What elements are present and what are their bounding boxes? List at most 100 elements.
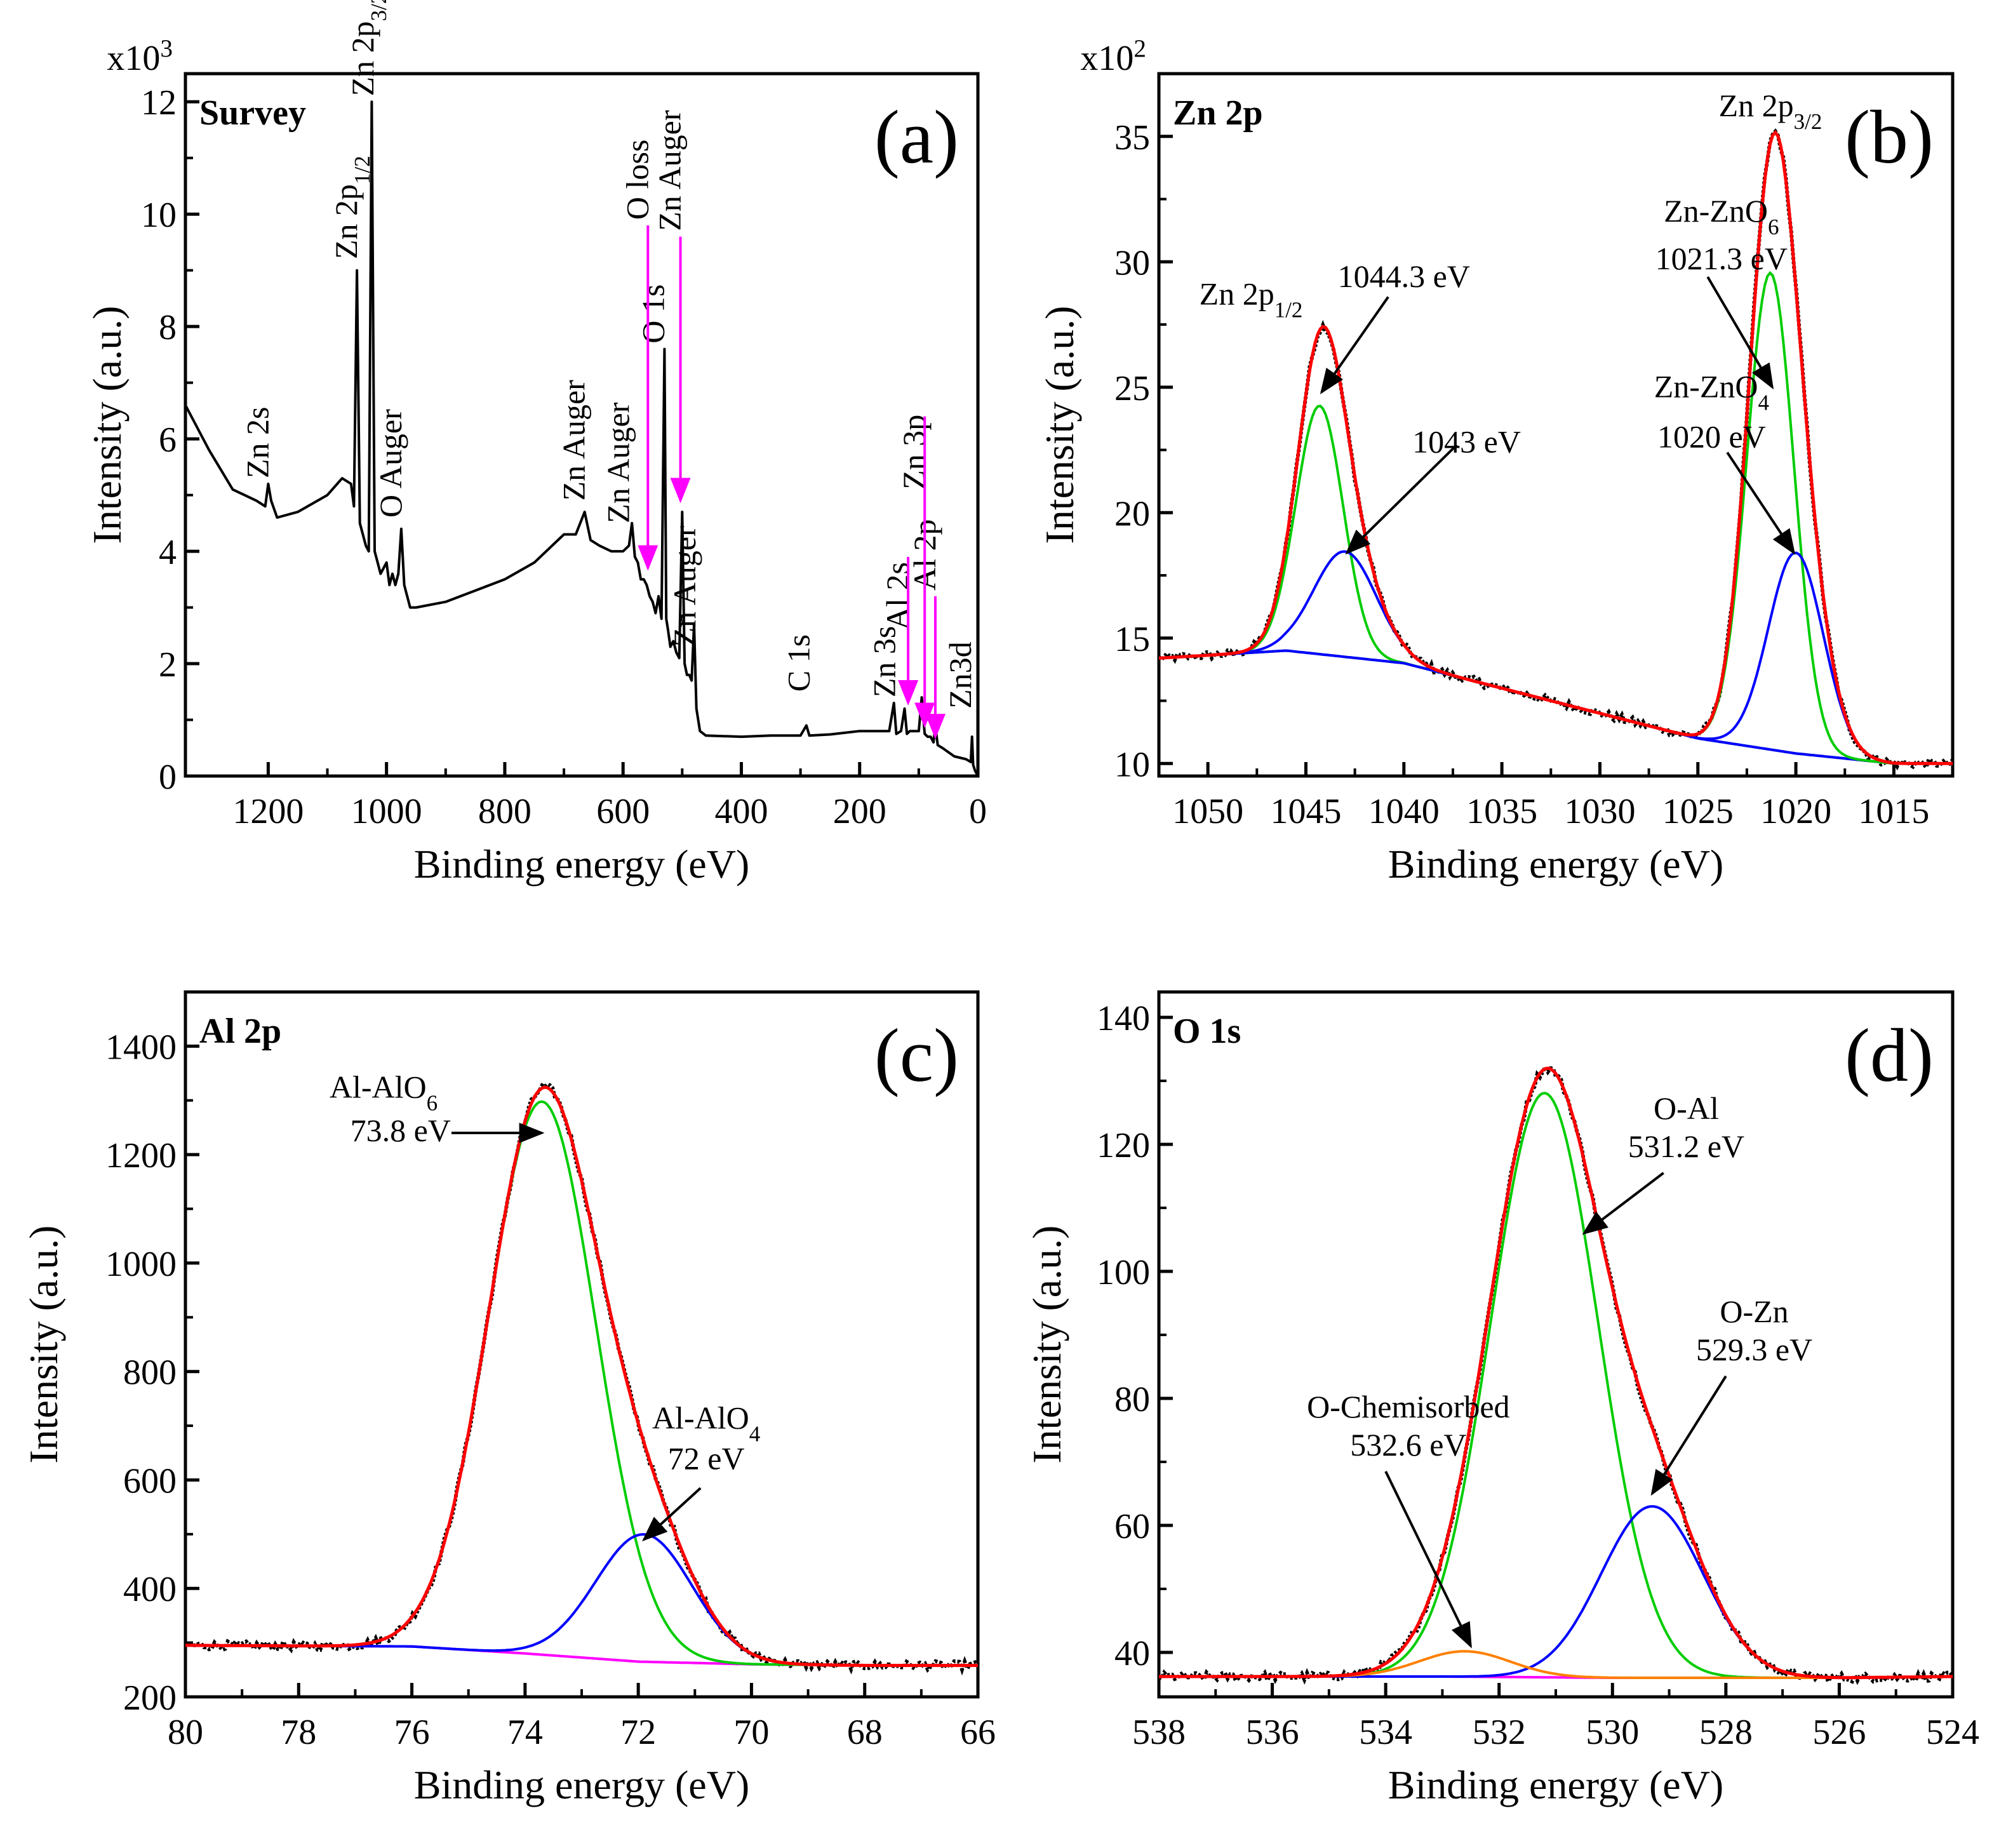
x-tick-label: 76 — [394, 1713, 430, 1752]
y-tick-label: 140 — [1097, 999, 1150, 1038]
x-tick-label: 0 — [969, 792, 987, 831]
y-tick-label: 120 — [1097, 1126, 1150, 1165]
x-tick-label: 536 — [1246, 1713, 1299, 1752]
panel-title: O 1s — [1173, 1012, 1241, 1051]
peak-annotation: Zn Auger — [601, 402, 636, 523]
peak-annotation: O-Zn — [1720, 1294, 1788, 1329]
panel-title: Zn 2p — [1173, 93, 1263, 133]
peak-annotation: O 1s — [635, 285, 671, 344]
peak-annotation: Zn 2p3/2 — [345, 0, 391, 96]
peak-annotation: Al-AlO4 — [652, 1400, 760, 1446]
x-tick-label: 530 — [1586, 1713, 1639, 1752]
envelope-fit-line — [1158, 130, 1953, 765]
peak-annotation: Zn Auger — [652, 110, 688, 231]
y-tick-label: 20 — [1114, 494, 1150, 533]
plot-area — [184, 1081, 979, 1676]
y-tick-label: 35 — [1114, 118, 1150, 157]
y-tick-label: 40 — [1114, 1634, 1150, 1673]
peak-annotation: O-Chemisorbed — [1307, 1389, 1509, 1424]
annotation-arrow — [1582, 1172, 1664, 1235]
y-tick-label: 30 — [1114, 243, 1150, 283]
panel-letter: (b) — [1845, 95, 1934, 179]
y-axis-title: Intensity (a.u.) — [84, 306, 130, 544]
y-tick-label: 0 — [159, 758, 177, 797]
panel-letter: (d) — [1845, 1013, 1934, 1097]
x-tick-label: 600 — [596, 792, 650, 831]
y-tick-label: 100 — [1097, 1253, 1150, 1292]
y-tick-label: 15 — [1114, 620, 1150, 659]
x-tick-label: 80 — [168, 1713, 203, 1752]
x-tick-label: 528 — [1699, 1713, 1753, 1752]
panel-title: Al 2p — [199, 1012, 281, 1051]
x-tick-label: 1020 — [1760, 792, 1831, 831]
raw-data-line — [184, 1081, 979, 1676]
y-tick-label: 200 — [123, 1678, 177, 1718]
panel-c: 80 78 76 74 72 70 68 66 200 400 600 800 1000 1200 1400… — [21, 990, 996, 1807]
peak-annotation: Zn 3p — [896, 415, 932, 490]
peak-annotation: Zn 2p1/2 — [328, 156, 375, 259]
y-multiplier: x103 — [107, 35, 173, 79]
panel-b: 1050 1045 1040 1035 1030 1025 1020 101510152025… — [1037, 35, 1955, 887]
y-tick-label: 400 — [123, 1570, 177, 1609]
y-axis-title: Intensity (a.u.) — [1024, 1226, 1069, 1464]
peak-annotation: O loss — [619, 140, 655, 220]
x-tick-label: 74 — [507, 1713, 543, 1752]
y-tick-label: 1200 — [105, 1136, 177, 1175]
x-tick-label: 400 — [714, 792, 768, 831]
x-tick-label: 524 — [1926, 1713, 1979, 1752]
panel-title: Survey — [199, 93, 306, 133]
envelope-fit-line — [1159, 1066, 1953, 1680]
x-tick-label: 1030 — [1564, 792, 1635, 831]
x-tick-label: 66 — [960, 1713, 996, 1752]
plot-frame — [1157, 990, 1955, 1699]
survey-spectrum-line — [184, 100, 979, 777]
peak-annotation: Al-AlO6 — [330, 1069, 438, 1116]
y-tick-label: 2 — [159, 645, 177, 685]
x-axis: 80 78 76 74 72 70 68 66 — [168, 1683, 996, 1752]
y-tick-label: 10 — [1114, 745, 1150, 784]
raw-data-line — [1158, 1063, 1955, 1686]
panel-letter: (a) — [874, 95, 959, 179]
y-tick-label: 8 — [159, 308, 177, 347]
x-tick-label: 538 — [1132, 1713, 1186, 1752]
y-tick-label: 25 — [1114, 369, 1150, 408]
component-peak-line — [1158, 271, 1953, 765]
y-tick-label: 1000 — [105, 1245, 177, 1284]
plot-area — [1158, 1063, 1955, 1686]
x-axis-title: Binding energy (eV) — [1388, 1762, 1723, 1807]
annotation-arrow — [1384, 1471, 1472, 1649]
annotation-arrow — [1706, 276, 1774, 390]
peak-annotation: Zn-ZnO4 — [1654, 369, 1769, 415]
y-tick-label: 10 — [141, 196, 177, 235]
y-axis: 10 15 20 25 30 35 — [1114, 118, 1173, 784]
x-axis-title: Binding energy (eV) — [414, 1762, 749, 1807]
plot-frame — [184, 990, 980, 1699]
y-axis: 40 60 80 100 120 140 — [1097, 999, 1173, 1673]
x-axis-title: Binding energy (eV) — [414, 841, 749, 887]
component-peak-line — [1159, 1092, 1953, 1679]
peak-annotation: Zn 2s — [239, 407, 275, 479]
x-tick-label: 68 — [847, 1713, 883, 1752]
annotation-arrow — [1320, 296, 1389, 394]
annotation-arrow — [642, 1487, 702, 1542]
x-axis: 538 536 534 532 530 528 526 524 — [1132, 1683, 1979, 1752]
y-tick-label: 12 — [141, 83, 177, 123]
peak-annotation: 531.2 eV — [1628, 1128, 1744, 1164]
y-tick-label: 1400 — [105, 1028, 177, 1067]
panel-letter: (c) — [874, 1013, 959, 1097]
peak-annotation: Zn3d — [942, 641, 978, 709]
y-tick-label: 6 — [159, 420, 177, 460]
y-axis-title: Intensity (a.u.) — [1037, 306, 1082, 544]
peak-annotation: Zn 2p1/2 — [1200, 276, 1303, 322]
x-axis: 1200 1000 800 600 400 200 0 — [232, 762, 987, 831]
peak-annotation: O Auger — [373, 409, 408, 518]
panel-d: 538 536 534 532 530 528 526 524 40 60 80 100 120 140 B… — [1024, 990, 1979, 1807]
peak-annotation: 1020 eV — [1657, 419, 1766, 455]
peak-annotation: O-Al — [1654, 1090, 1719, 1126]
plot-frame — [1157, 72, 1955, 778]
panel-a: 1200 1000 800 600 400 200 0 0 2 4 6 8 10 12 Binding en… — [84, 0, 987, 887]
y-tick-label: 800 — [123, 1353, 177, 1393]
x-tick-label: 526 — [1812, 1713, 1866, 1752]
x-tick-label: 1045 — [1270, 792, 1341, 831]
peak-annotation: 1043 eV — [1412, 424, 1521, 459]
